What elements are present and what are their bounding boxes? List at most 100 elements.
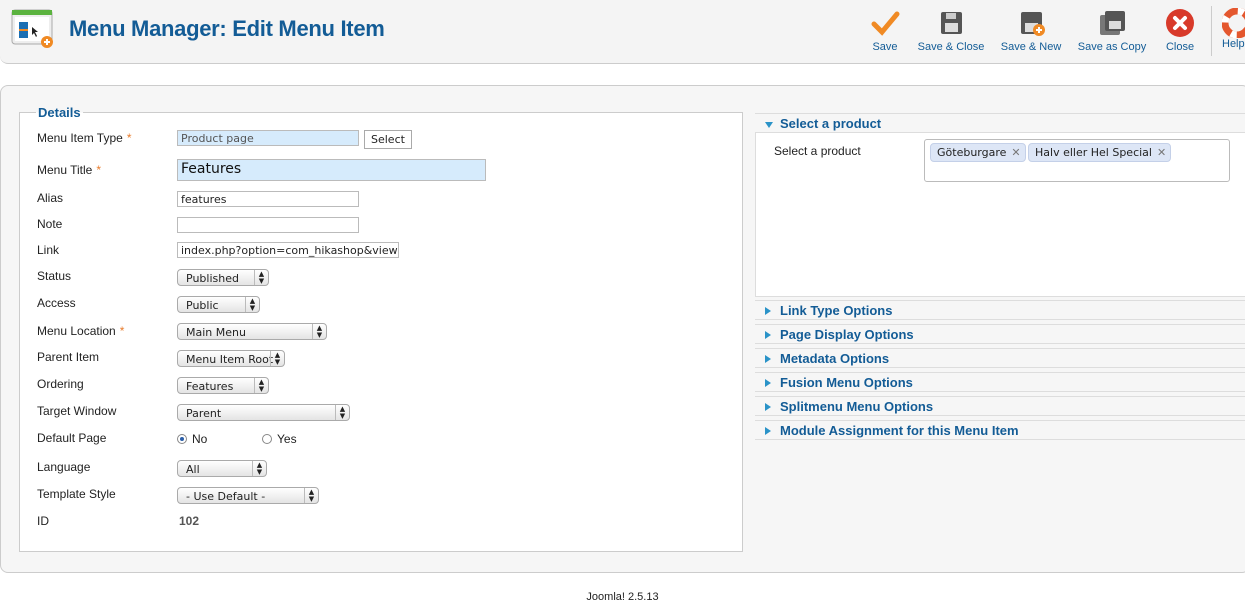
note-input[interactable] [177,217,359,233]
floppy-plus-icon [1021,12,1045,36]
remove-tag-icon[interactable]: ✕ [1156,146,1167,159]
radio-label: Yes [277,432,297,446]
product-tag-input[interactable]: Göteburgare ✕ Halv eller Hel Special ✕ [924,139,1230,182]
ordering-label: Ordering [37,377,84,391]
tag-label: Göteburgare [937,146,1007,159]
note-label: Note [37,217,63,231]
select-value: Menu Item Root [186,353,274,366]
save-button[interactable]: Save [868,8,902,53]
label-text: Menu Location [37,324,116,338]
panel-header-fusion-menu[interactable]: Fusion Menu Options [755,372,1245,392]
floppy-icon [941,12,962,34]
target-window-select[interactable]: Parent ▲ ▼ [177,404,350,421]
triangle-right-icon [765,355,771,363]
triangle-right-icon [765,331,771,339]
template-style-select[interactable]: - Use Default - ▲ ▼ [177,487,319,504]
save-new-button[interactable]: Save & New [999,8,1063,53]
menu-location-label: Menu Location * [37,324,124,338]
save-copy-button[interactable]: Save as Copy [1076,8,1148,53]
panel-title: Select a product [780,116,882,131]
required-mark: * [96,163,102,177]
select-arrows-icon: ▲ ▼ [304,488,318,503]
menu-item-type-label: Menu Item Type * [37,131,132,145]
lifebuoy-icon [1222,8,1245,38]
label-text: Menu Item Type [37,131,123,145]
select-value: - Use Default - [186,490,266,503]
panel-header-link-type[interactable]: Link Type Options [755,300,1245,320]
footer-version: Joomla! 2.5.13 [586,591,659,603]
toolbar-divider [1211,6,1212,56]
panel-title: Page Display Options [780,327,914,342]
default-page-label: Default Page [37,431,107,445]
save-close-button[interactable]: Save & Close [916,8,986,53]
help-label: Help [1222,38,1245,50]
template-style-label: Template Style [37,487,116,501]
details-legend: Details [36,105,83,120]
triangle-right-icon [765,403,771,411]
panel-header-select-product[interactable]: Select a product [755,113,1245,133]
radio-label: No [192,432,208,446]
menu-location-select[interactable]: Main Menu ▲ ▼ [177,323,327,340]
triangle-right-icon [765,427,771,435]
select-value: Parent [186,407,222,420]
default-page-yes-radio[interactable]: Yes [262,432,297,446]
language-select[interactable]: All ▲ ▼ [177,460,267,477]
panel-title: Splitmenu Menu Options [780,399,934,414]
triangle-down-icon [765,122,773,128]
select-arrows-icon: ▲ ▼ [254,378,268,393]
select-value: Features [186,380,234,393]
select-arrows-icon: ▲ ▼ [252,461,266,476]
status-label: Status [37,269,72,283]
ordering-select[interactable]: Features ▲ ▼ [177,377,269,394]
close-label: Close [1165,41,1195,53]
menu-manager-icon [11,9,53,48]
select-arrows-icon: ▲ ▼ [335,405,349,420]
alias-input[interactable]: features [177,191,359,207]
label-text: Menu Title [37,163,93,177]
required-mark: * [119,324,125,338]
panel-header-metadata[interactable]: Metadata Options [755,348,1245,368]
save-label: Save [872,41,898,53]
link-label: Link [37,243,60,257]
select-value: Published [186,272,239,285]
access-select[interactable]: Public ▲ ▼ [177,296,260,313]
parent-item-select[interactable]: Menu Item Root ▲ ▼ [177,350,285,367]
save-copy-label: Save as Copy [1077,41,1147,53]
panel-header-page-display[interactable]: Page Display Options [755,324,1245,344]
link-field[interactable]: index.php?option=com_hikashop&view=produ… [177,242,399,258]
target-window-label: Target Window [37,404,117,418]
menu-item-type-field: Product page [177,130,359,146]
panel-title: Link Type Options [780,303,893,318]
id-label: ID [37,514,49,528]
triangle-right-icon [765,379,771,387]
alias-label: Alias [37,191,64,205]
panel-title: Fusion Menu Options [780,375,913,390]
select-value: All [186,463,200,476]
language-label: Language [37,460,91,474]
menu-title-input[interactable]: Features [177,159,486,181]
panel-header-module-assignment[interactable]: Module Assignment for this Menu Item [755,420,1245,440]
panel-title: Metadata Options [780,351,890,366]
triangle-right-icon [765,307,771,315]
panel-title: Module Assignment for this Menu Item [780,423,1019,438]
select-arrows-icon: ▲ ▼ [312,324,326,339]
default-page-no-radio[interactable]: No [177,432,207,446]
tag-label: Halv eller Hel Special [1035,146,1152,159]
select-value: Public [186,299,219,312]
close-icon [1166,9,1194,37]
select-arrows-icon: ▲ ▼ [254,270,268,285]
select-product-label: Select a product [774,144,861,158]
status-select[interactable]: Published ▲ ▼ [177,269,269,286]
radio-checked-icon [177,434,187,444]
panel-header-splitmenu[interactable]: Splitmenu Menu Options [755,396,1245,416]
header: Menu Manager: Edit Menu Item Save Save &… [0,0,1245,64]
select-type-button[interactable]: Select [364,130,412,149]
floppy-copy-icon [1100,11,1125,35]
save-new-label: Save & New [1000,41,1062,53]
close-button[interactable]: Close [1162,8,1198,53]
radio-unchecked-icon [262,434,272,444]
page-title: Menu Manager: Edit Menu Item [69,16,385,41]
remove-tag-icon[interactable]: ✕ [1011,146,1021,159]
access-label: Access [37,296,76,310]
help-button[interactable]: Help [1222,8,1245,50]
